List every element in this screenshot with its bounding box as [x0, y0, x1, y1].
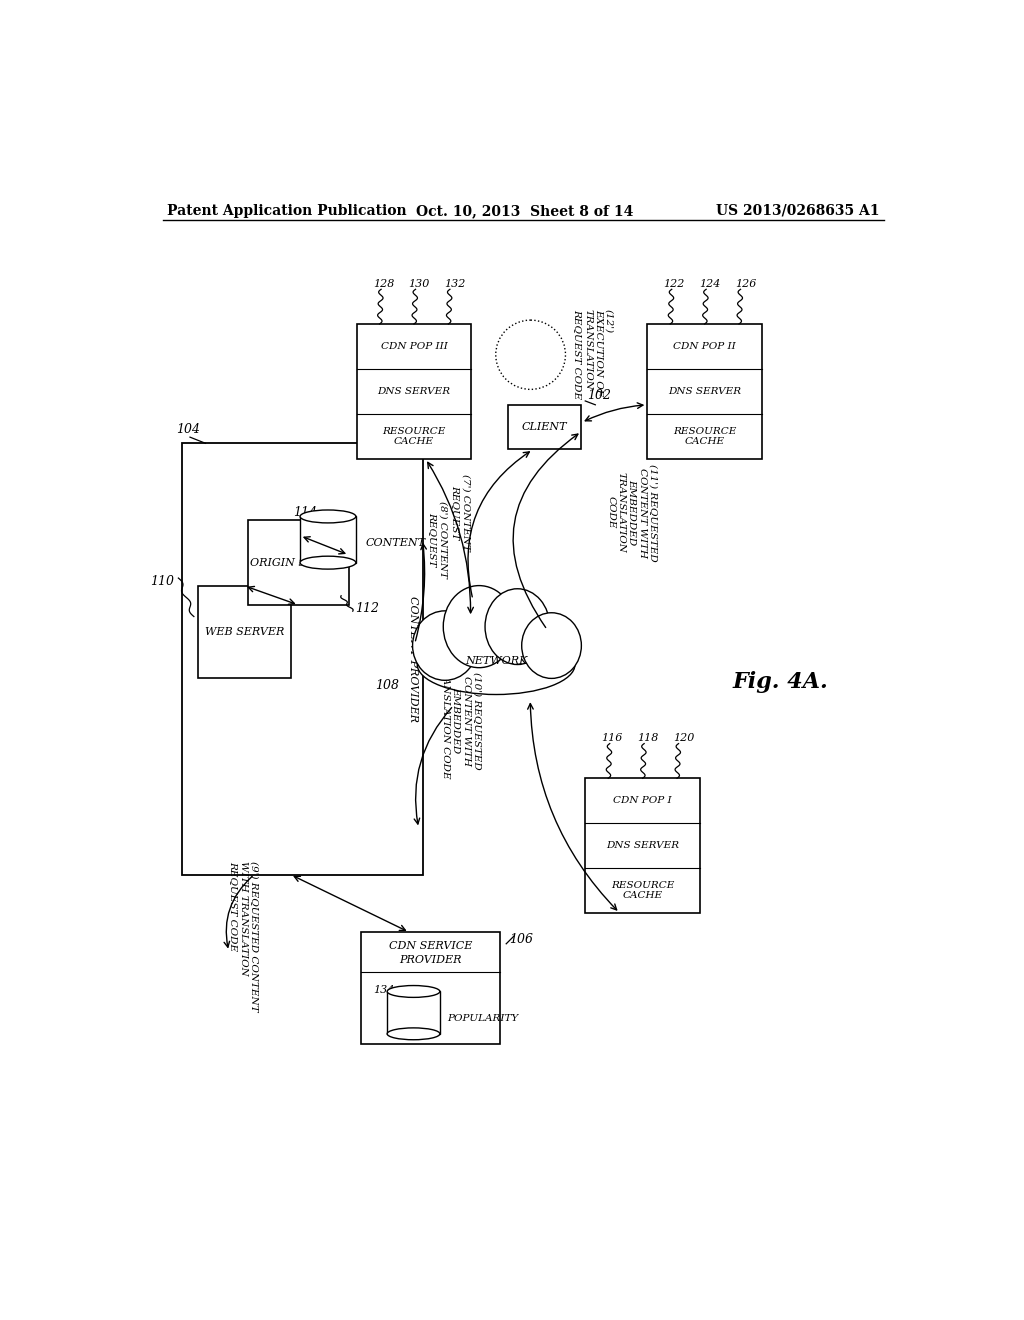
Text: CONTENT: CONTENT	[366, 539, 425, 548]
Text: CLIENT: CLIENT	[522, 422, 567, 432]
Ellipse shape	[443, 586, 515, 668]
Text: 126: 126	[735, 279, 757, 289]
Text: POPULARITY: POPULARITY	[447, 1014, 519, 1023]
Bar	[647, 323, 762, 459]
Text: Patent Application Publication: Patent Application Publication	[167, 203, 407, 218]
Bar	[586, 779, 700, 913]
Bar	[508, 405, 582, 449]
Text: 134: 134	[374, 985, 394, 994]
Text: 116: 116	[601, 733, 623, 743]
Text: (10') REQUESTED
CONTENT WITH
EMBEDDED
TRANSLATION CODE: (10') REQUESTED CONTENT WITH EMBEDDED TR…	[441, 663, 481, 779]
Text: WEB SERVER: WEB SERVER	[205, 627, 284, 638]
Ellipse shape	[387, 986, 440, 998]
Text: NETWORK: NETWORK	[465, 656, 527, 667]
Text: 104: 104	[176, 422, 201, 436]
Text: RESOURCE
CACHE: RESOURCE CACHE	[673, 426, 736, 446]
Text: CDN SERVICE: CDN SERVICE	[388, 941, 472, 952]
Text: 106: 106	[509, 933, 534, 946]
Bar	[182, 444, 423, 874]
Ellipse shape	[417, 635, 575, 694]
Ellipse shape	[300, 510, 356, 523]
Text: CONTENT PROVIDER: CONTENT PROVIDER	[409, 595, 418, 722]
Text: 132: 132	[444, 279, 466, 289]
Bar	[387, 991, 440, 1034]
Text: CDN POP III: CDN POP III	[381, 342, 447, 351]
Text: 112: 112	[355, 602, 379, 615]
Ellipse shape	[485, 589, 550, 664]
Text: 122: 122	[664, 279, 685, 289]
Text: DNS SERVER: DNS SERVER	[606, 841, 679, 850]
Ellipse shape	[300, 556, 356, 569]
Bar	[198, 586, 291, 678]
Text: 130: 130	[409, 279, 430, 289]
Text: (12')
EXECUTION OF
TRANSLATION
REQUEST CODE: (12') EXECUTION OF TRANSLATION REQUEST C…	[573, 309, 613, 399]
Text: US 2013/0268635 A1: US 2013/0268635 A1	[716, 203, 880, 218]
Text: 120: 120	[674, 733, 694, 743]
Text: 128: 128	[373, 279, 394, 289]
Text: 114: 114	[293, 506, 316, 519]
Text: 110: 110	[151, 576, 174, 589]
Text: CDN POP I: CDN POP I	[613, 796, 672, 805]
Text: RESOURCE
CACHE: RESOURCE CACHE	[382, 426, 445, 446]
Text: (8') CONTENT
REQUEST: (8') CONTENT REQUEST	[428, 502, 447, 578]
Text: 102: 102	[588, 389, 611, 403]
Ellipse shape	[521, 612, 582, 678]
Text: Oct. 10, 2013  Sheet 8 of 14: Oct. 10, 2013 Sheet 8 of 14	[416, 203, 634, 218]
Text: CDN POP II: CDN POP II	[673, 342, 736, 351]
Text: PROVIDER: PROVIDER	[399, 954, 462, 965]
Text: (9') REQUESTED CONTENT
WITH TRANSLATION
REQUEST CODE: (9') REQUESTED CONTENT WITH TRANSLATION …	[228, 861, 258, 1011]
Text: RESOURCE
CACHE: RESOURCE CACHE	[611, 880, 674, 900]
Bar	[248, 520, 349, 605]
Bar	[300, 516, 356, 562]
Text: (11') REQUESTED
CONTENT WITH
EMBEDDED
TRANSLATION
CODE: (11') REQUESTED CONTENT WITH EMBEDDED TR…	[606, 463, 657, 561]
Bar	[360, 932, 500, 1044]
Text: ORIGIN SERVER: ORIGIN SERVER	[250, 557, 347, 568]
Text: 124: 124	[699, 279, 721, 289]
Text: DNS SERVER: DNS SERVER	[378, 387, 451, 396]
Ellipse shape	[387, 1028, 440, 1040]
Ellipse shape	[413, 611, 477, 680]
Text: DNS SERVER: DNS SERVER	[668, 387, 741, 396]
Text: 118: 118	[637, 733, 658, 743]
Text: Fig. 4A.: Fig. 4A.	[732, 671, 828, 693]
Text: 108: 108	[375, 680, 399, 693]
Text: (7') CONTENT
REQUEST: (7') CONTENT REQUEST	[452, 474, 471, 550]
Bar	[356, 323, 471, 459]
